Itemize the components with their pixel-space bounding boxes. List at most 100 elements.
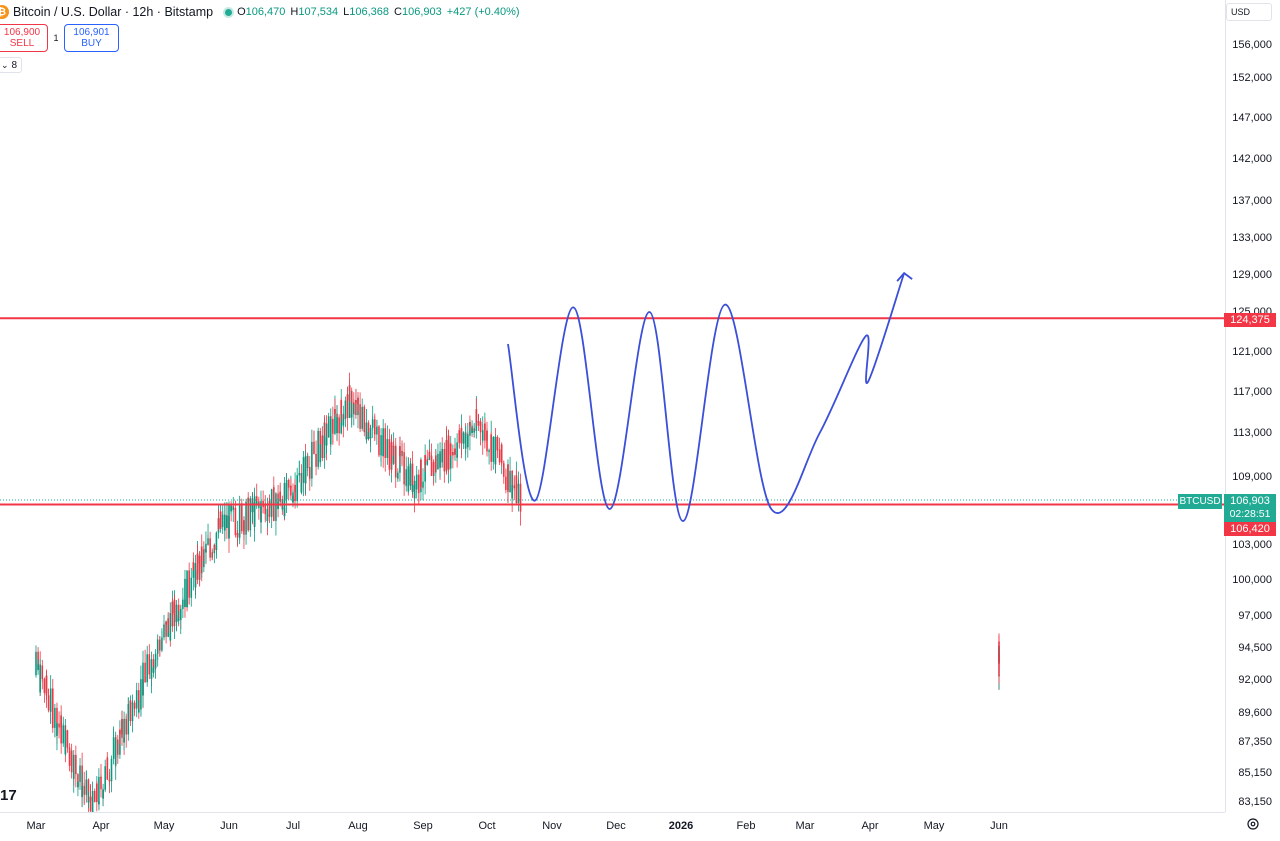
price-tick-label: 89,600: [1238, 707, 1272, 719]
candle: [490, 432, 492, 471]
candle: [484, 418, 486, 449]
price-tick-label: 142,000: [1232, 153, 1272, 165]
candle: [211, 548, 214, 561]
candle: [315, 454, 317, 476]
candle: [422, 468, 424, 501]
candle: [232, 496, 235, 522]
candle: [479, 419, 482, 446]
candle: [64, 719, 67, 757]
candle: [517, 471, 520, 494]
candle: [192, 552, 195, 571]
gear-icon[interactable]: [1246, 817, 1260, 831]
time-tick-label: May: [923, 820, 945, 832]
indicators-toggle[interactable]: ⌄ 8: [0, 57, 23, 73]
candle: [264, 495, 267, 523]
candle: [311, 429, 313, 474]
candle: [285, 473, 288, 514]
candle: [306, 454, 309, 477]
candle: [234, 510, 237, 538]
candle: [241, 505, 243, 534]
time-axis[interactable]: Mar Apr May Jun Jul Aug Sep Oct Nov Dec 2026 Feb Mar…: [0, 812, 1225, 841]
tradingview-logo[interactable]: 17: [0, 787, 17, 804]
candle: [464, 426, 467, 461]
last-price-label: 106,903 02:28:51: [1224, 494, 1276, 522]
buy-price: 106,901: [73, 27, 110, 38]
time-tick-label: Dec: [606, 820, 626, 832]
candle: [81, 772, 83, 808]
candle: [456, 433, 458, 462]
candle: [388, 439, 391, 476]
candle: [102, 783, 104, 807]
candle: [384, 435, 387, 472]
candle: [68, 743, 71, 772]
symbol-price-tag: BTCUSD: [1178, 494, 1222, 509]
candle: [114, 731, 117, 780]
candle: [131, 694, 134, 716]
candle: [198, 551, 201, 587]
time-tick-label: 2026: [668, 820, 694, 832]
candle: [266, 497, 269, 528]
price-tick-label: 156,000: [1232, 39, 1272, 51]
candle: [91, 781, 94, 812]
candle: [247, 492, 249, 533]
candle: [355, 388, 357, 419]
candle: [190, 567, 193, 607]
price-tick-label: 103,000: [1232, 539, 1272, 551]
candle: [169, 602, 172, 642]
candle: [110, 755, 113, 777]
candle: [135, 682, 138, 698]
ohlc-high-key: H: [290, 6, 299, 18]
candle: [209, 542, 211, 562]
candle: [156, 634, 159, 661]
candle: [79, 757, 81, 786]
candle: [473, 423, 475, 438]
candle: [515, 469, 518, 504]
candle: [219, 510, 222, 530]
candle: [148, 644, 151, 662]
candle: [325, 423, 328, 455]
chart-canvas[interactable]: [0, 0, 1225, 812]
candle: [228, 501, 230, 540]
time-tick-label: Feb: [736, 820, 756, 832]
symbol-title[interactable]: Bitcoin / U.S. Dollar · 12h · Bitstamp: [13, 5, 214, 19]
candle: [213, 543, 216, 552]
candle: [467, 422, 469, 458]
candle: [447, 429, 450, 474]
candle: [177, 611, 180, 625]
candle: [54, 703, 56, 737]
candle: [154, 649, 157, 679]
candle: [435, 450, 437, 474]
bitcoin-icon[interactable]: ₿: [0, 5, 9, 19]
candle: [348, 372, 351, 402]
chart-area[interactable]: [0, 0, 1225, 812]
candle: [253, 487, 256, 542]
buy-button[interactable]: 106,901 BUY: [64, 24, 119, 52]
candle: [83, 783, 86, 806]
candle: [205, 531, 207, 564]
candle: [37, 659, 39, 675]
candle: [106, 752, 109, 781]
candle: [413, 475, 416, 502]
candle: [217, 508, 220, 532]
candle: [449, 442, 452, 457]
candle: [85, 770, 88, 797]
projection-drawing[interactable]: [507, 271, 913, 522]
candle: [70, 743, 73, 779]
price-axis[interactable]: 156,000 152,000 147,000 142,000 137,000 133,0…: [1225, 0, 1280, 812]
symbol-header: ₿ Bitcoin / U.S. Dollar · 12h · Bitstamp…: [0, 3, 525, 21]
sell-price: 106,900: [3, 27, 41, 38]
candle: [117, 739, 119, 764]
sell-button[interactable]: 106,900 SELL: [0, 24, 48, 52]
last-price-value: 106,903: [1230, 495, 1270, 507]
candle: [492, 436, 495, 454]
currency-select[interactable]: USD: [1226, 3, 1272, 21]
candle: [513, 475, 516, 491]
candle: [300, 473, 303, 495]
projection-path[interactable]: [507, 272, 905, 522]
price-tick-label: 100,000: [1232, 574, 1272, 586]
candle: [302, 451, 305, 466]
ohlc-open-value: 106,470: [245, 6, 286, 18]
candle: [146, 645, 148, 671]
candle: [140, 665, 142, 717]
candle: [236, 530, 239, 547]
